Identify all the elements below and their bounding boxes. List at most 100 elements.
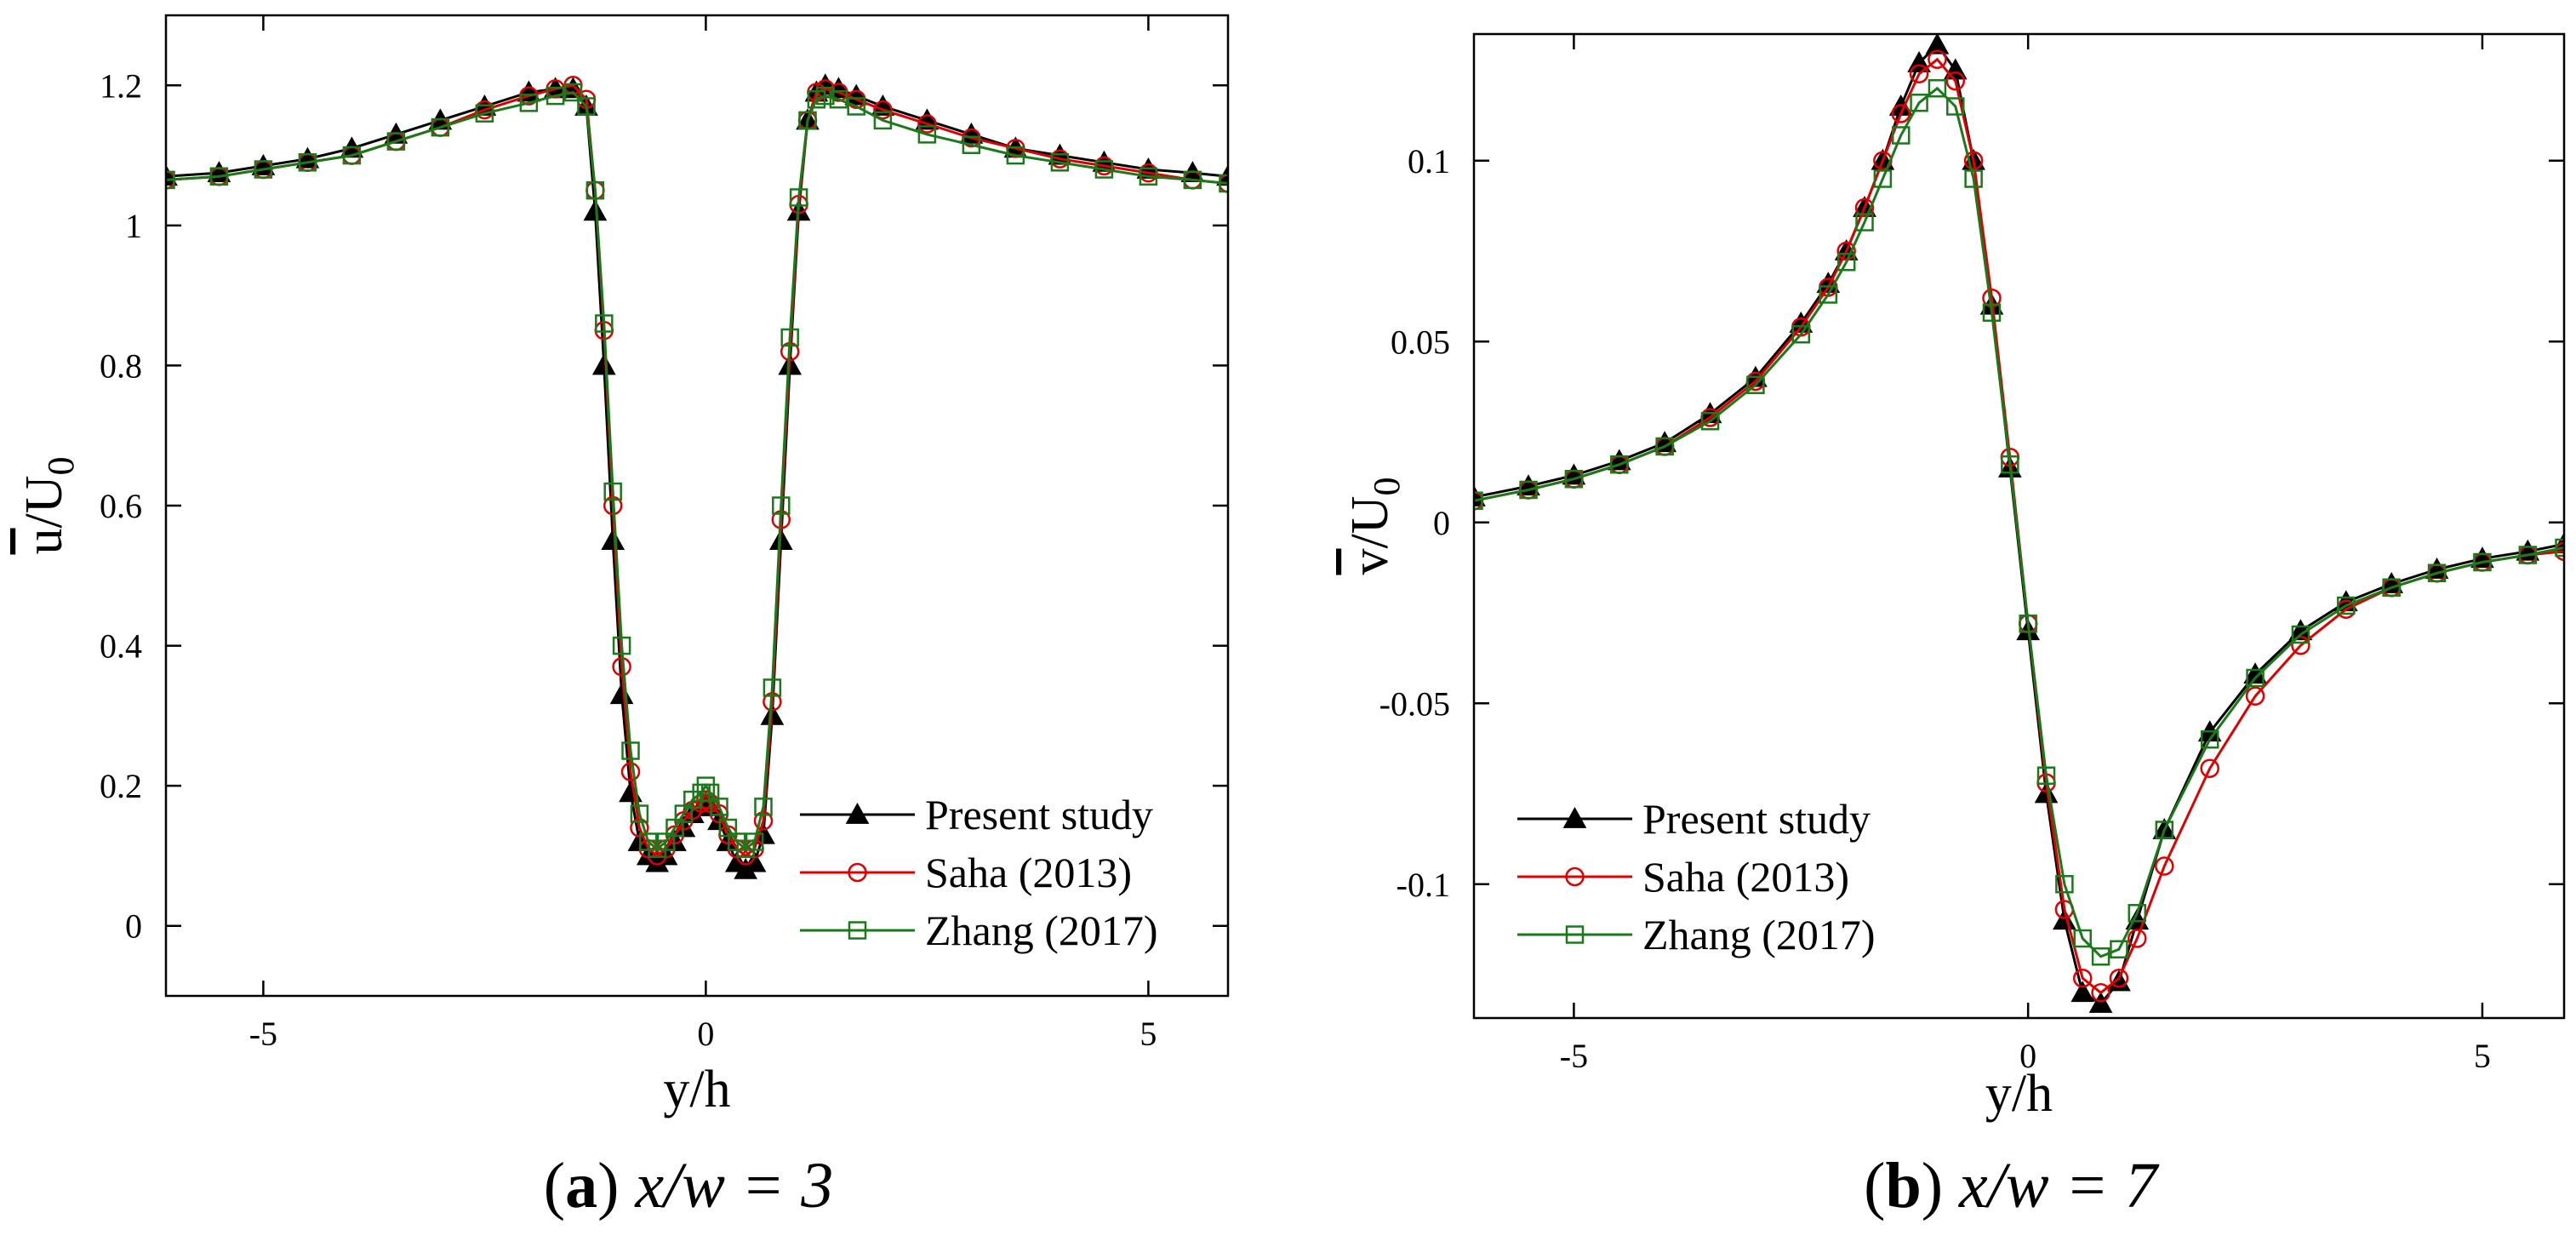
panel-b-series-2-point-9	[1836, 253, 1856, 272]
panel-a-series-0-point-31	[742, 850, 767, 872]
y-tick-label-b-2: 0	[1433, 504, 1450, 542]
y-tick-label-b-4: 0.1	[1408, 142, 1450, 180]
panel-b-series-1-point-29	[2291, 636, 2310, 655]
panel-a-series-2-point-2	[254, 160, 273, 179]
panel-a-series-2-point-43	[917, 125, 937, 144]
panel-a-series-line-2	[166, 90, 1228, 851]
panel-a-series-2-point-47	[1094, 160, 1114, 179]
panel-b-series-2-point-0	[1474, 491, 1483, 510]
x-tick-label-a-0: -5	[249, 1015, 277, 1053]
panel-b-series-0-point-32	[2425, 557, 2449, 579]
y-axis-title-a: u/U0	[15, 457, 82, 555]
panel-a-series-2-point-39	[816, 86, 835, 106]
legend-label-b-0: Present study	[1642, 795, 1871, 843]
panel-a-series-2-point-14	[603, 482, 622, 501]
panel-a-series-2-point-34	[772, 496, 791, 515]
y-tick-label-a-6: 1.2	[100, 66, 142, 105]
caption-math-a: x/w = 3	[634, 1150, 833, 1221]
y-tick-label-a-4: 0.8	[100, 346, 142, 385]
panel-b-series-2-point-35	[2555, 538, 2564, 558]
legend-label-a-0: Present study	[925, 791, 1153, 838]
y-axis-title-rest-a: /U	[15, 476, 73, 529]
caption-math-b: x/w = 7	[1958, 1150, 2160, 1221]
panel-b-series-2-point-1	[1519, 480, 1538, 500]
panel-a-series-0-point-8	[517, 80, 541, 102]
panel-a-series-2-point-0	[166, 170, 175, 190]
x-tick-label-b-2: 5	[2474, 1037, 2491, 1075]
y-axis-title-base-b: v	[1341, 549, 1399, 575]
legend-marker-a-2	[848, 921, 867, 940]
plot-area-b	[1474, 34, 2564, 1013]
legend-marker-a-1	[848, 862, 867, 883]
panel-b-series-0-point-22	[2071, 981, 2095, 1003]
legend-marker-b-0	[1562, 806, 1587, 828]
panel-b-series-1-point-13	[1909, 64, 1929, 83]
panel-a-series-2-point-16	[621, 741, 640, 760]
panel-b-series-1-point-25	[2128, 929, 2147, 948]
panel-a-series-2-point-15	[612, 636, 631, 655]
y-axis-title-b: v/U0	[1341, 478, 1408, 575]
caption-letter-a: a	[565, 1150, 597, 1221]
panel-a-series-2-point-11	[577, 97, 596, 116]
panel-a-series-2-point-4	[342, 146, 362, 165]
panel-a-series-2-point-36	[789, 188, 808, 207]
panel-a-series-2-point-12	[585, 180, 605, 200]
plot-area-a	[166, 73, 1228, 879]
panel-b-series-2-point-3	[1610, 455, 1629, 474]
panel-a-series-2-point-6	[431, 117, 450, 137]
panel-b-series-2-point-10	[1855, 213, 1874, 232]
panel-b-series-2-point-15	[1946, 97, 1965, 116]
panel-b-series-1-point-27	[2200, 758, 2219, 778]
panel-b-series-2-point-26	[2155, 821, 2174, 839]
panel-a-series-2-point-10	[563, 83, 583, 102]
y-tick-label-b-0: -0.1	[1397, 866, 1450, 904]
panel-b-series-2-point-22	[2073, 929, 2092, 948]
panel-b-series-1-point-15	[1945, 72, 1966, 91]
panel-b-series-line-0	[1474, 43, 2564, 1005]
panel-b-series-2-point-16	[1964, 169, 1983, 188]
panel-a-series-2-point-25	[696, 776, 716, 795]
panel-b-series-2-point-17	[1982, 303, 2002, 322]
panel-a-series-2-point-7	[475, 104, 494, 123]
legend-marker-b-1	[1565, 867, 1585, 887]
panel-b-series-2-point-21	[2055, 875, 2074, 894]
panel-b-series-1-point-14	[1928, 49, 1947, 69]
panel-b-series-1-point-10	[1854, 197, 1875, 218]
y-tick-label-b-1: -0.05	[1379, 684, 1450, 723]
panel-a-series-2-point-27	[710, 798, 728, 816]
panel-a-series-0-point-42	[871, 94, 895, 116]
y-axis-title-sub-b: 0	[1366, 478, 1408, 496]
panel-b-series-line-2	[1474, 86, 2564, 958]
y-tick-label-a-3: 0.6	[100, 487, 142, 525]
y-axis-title-rest-b: /U	[1341, 496, 1399, 549]
panel-a-series-0-point-14	[601, 529, 625, 551]
legend-marker-a-0	[845, 802, 870, 824]
panel-a-series-0-point-13	[591, 353, 616, 375]
panel-b-series-2-point-28	[2246, 668, 2265, 688]
panel-a-series-2-point-33	[763, 678, 782, 697]
panel-b-series-2-point-13	[1910, 94, 1928, 112]
panel-b-series-2-point-20	[2036, 766, 2056, 785]
panel-a-series-1-point-32	[753, 811, 774, 831]
x-axis-title-b: y/h	[1985, 1065, 2053, 1123]
panel-b-series-1-point-26	[2155, 856, 2174, 876]
panel-b-series-2-point-8	[1819, 285, 1838, 304]
panel-b-series-2-point-29	[2291, 625, 2310, 644]
panel-b-series-2-point-18	[2001, 455, 2019, 474]
y-tick-label-b-3: 0.05	[1391, 323, 1450, 361]
panel-a-series-1-point-16	[620, 762, 641, 781]
panel-b-series-2-point-33	[2473, 552, 2492, 572]
x-tick-label-a-2: 5	[1139, 1015, 1157, 1053]
panel-a-series-2-point-3	[298, 153, 317, 172]
panel-b-series-2-point-5	[1700, 412, 1720, 431]
panel-a-series-2-point-1	[209, 167, 229, 186]
panel-a-series-2-point-9	[545, 86, 565, 106]
plot-frame-b	[1472, 32, 2566, 1020]
panel-b-series-2-point-27	[2200, 730, 2219, 749]
panel-a-series-2-point-44	[962, 135, 981, 154]
panel-a-series-2-point-49	[1183, 170, 1202, 190]
caption-a: (a) x/w = 3	[544, 1150, 833, 1221]
panel-b-series-1-point-28	[2245, 686, 2265, 706]
panel-a-series-2-point-40	[829, 89, 848, 109]
